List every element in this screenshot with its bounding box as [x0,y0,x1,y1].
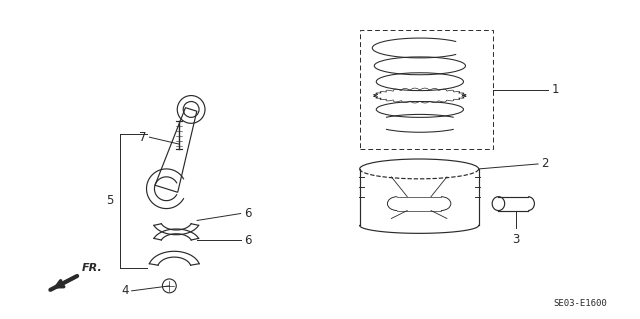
Text: 1: 1 [552,83,559,96]
Text: 6: 6 [244,234,251,247]
Text: 4: 4 [121,284,129,297]
Text: 6: 6 [244,207,251,220]
Bar [360,30,493,149]
Text: 2: 2 [541,158,548,170]
Text: FR.: FR. [82,263,103,273]
Text: SE03-E1600: SE03-E1600 [554,299,607,308]
Text: 5: 5 [106,194,114,207]
Text: 3: 3 [513,234,520,246]
Text: 7: 7 [139,131,147,144]
